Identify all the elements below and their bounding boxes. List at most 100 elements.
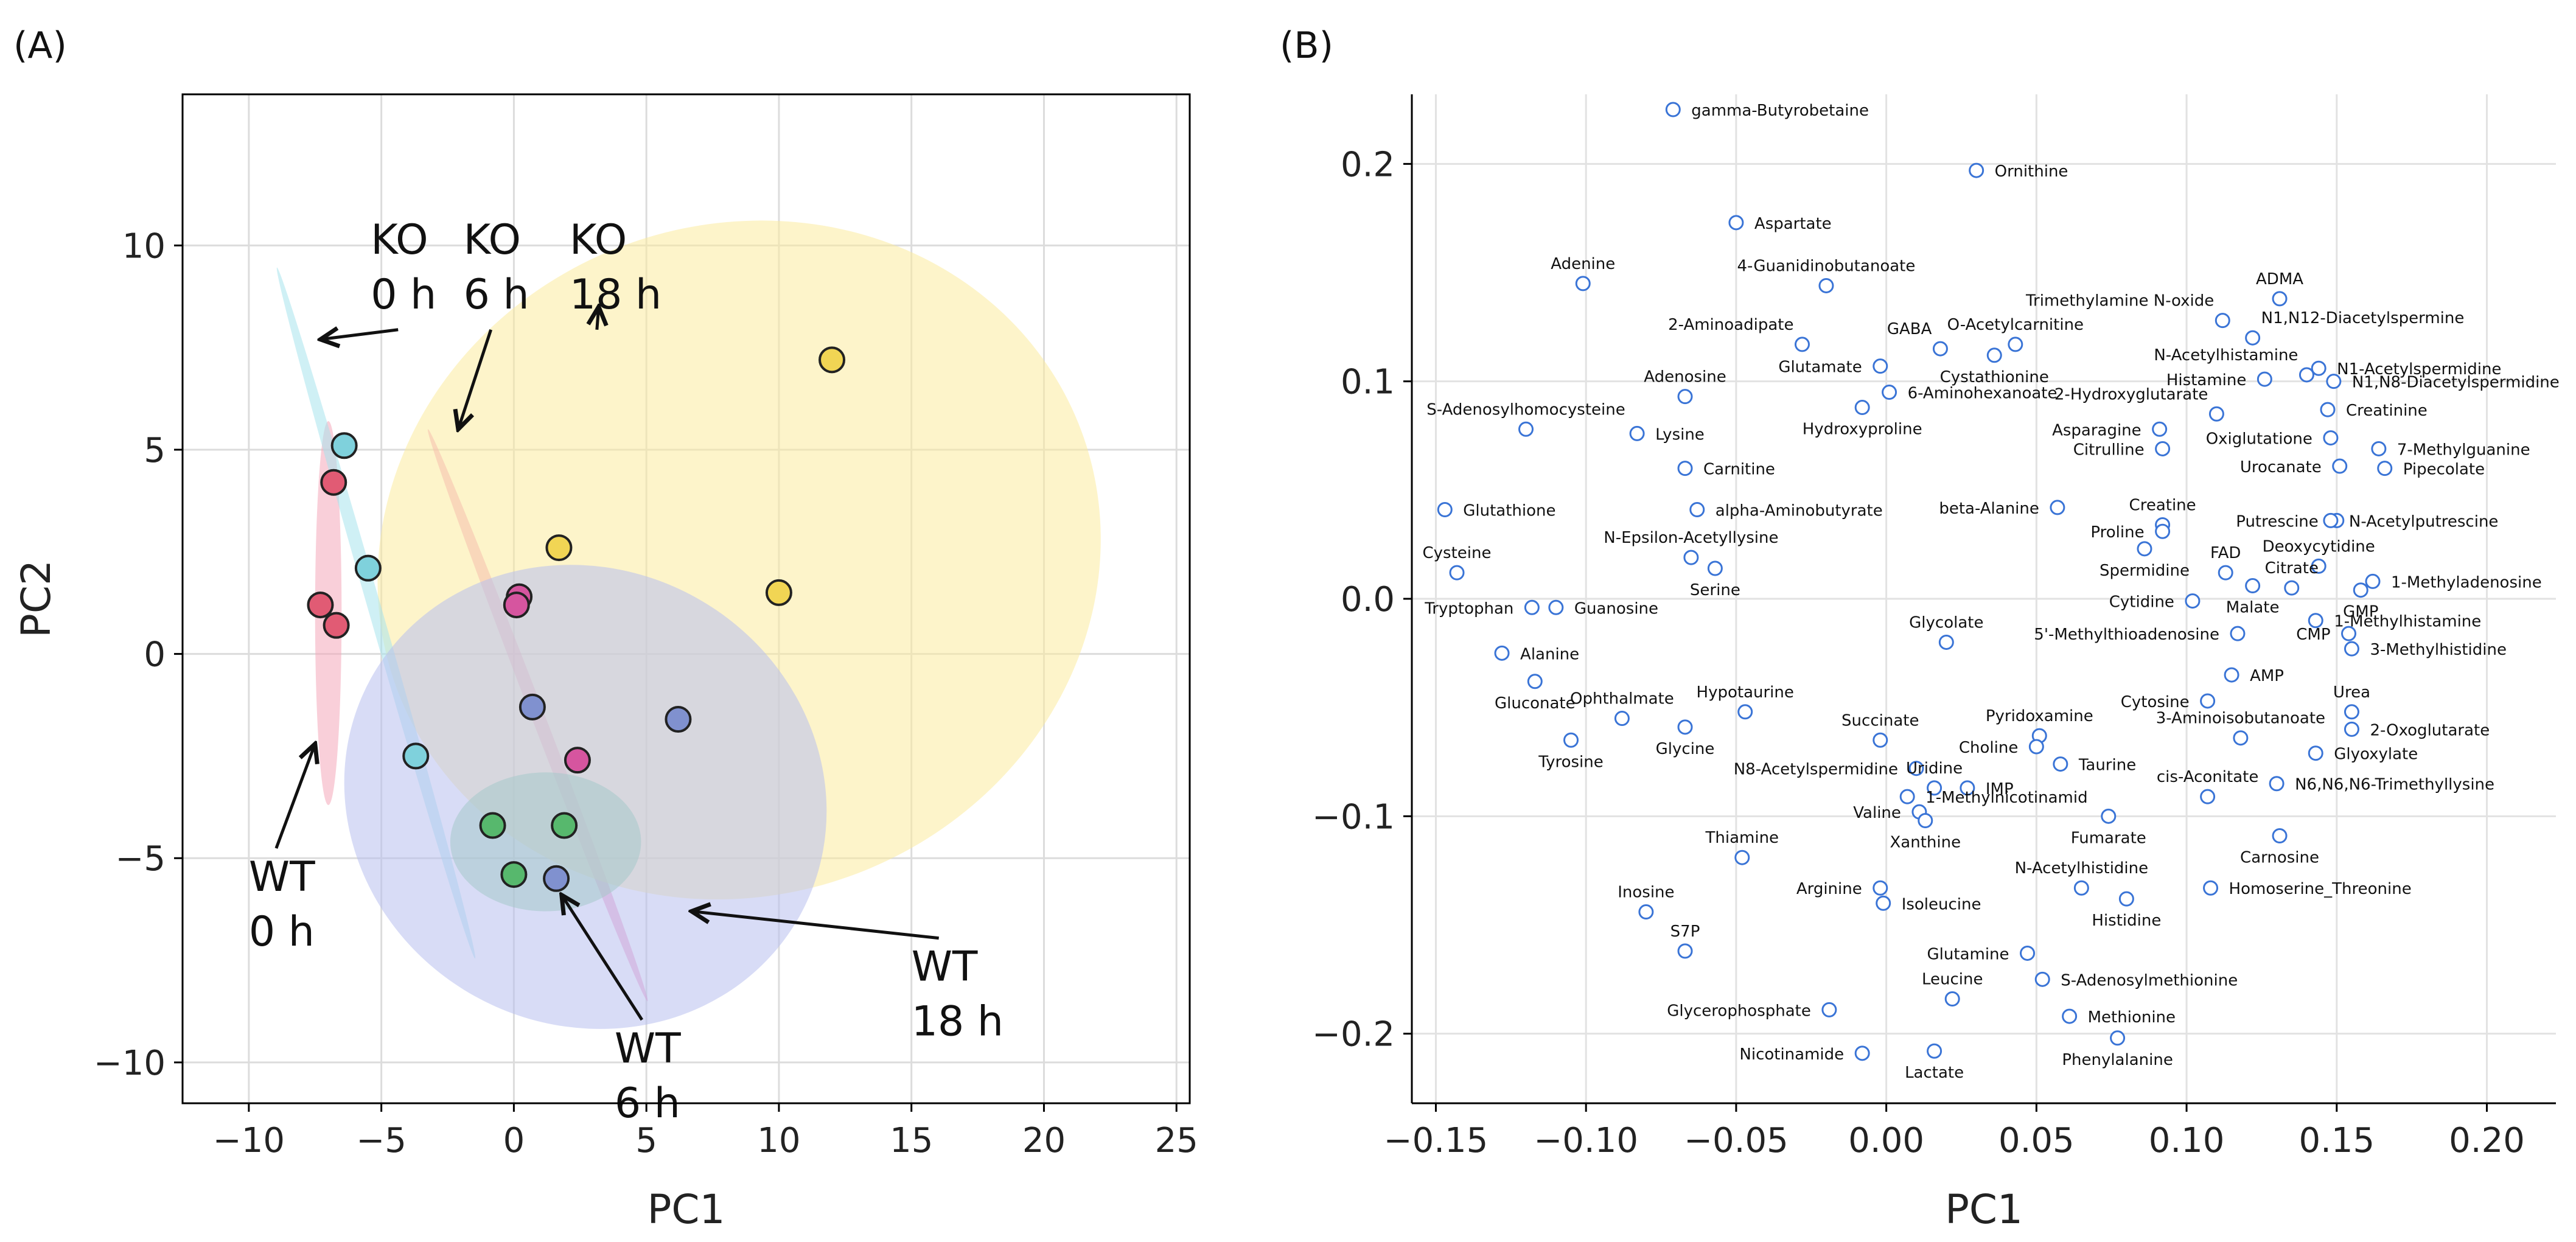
annotation-text: KO xyxy=(464,216,521,264)
loading-point-tyrosine: Tyrosine xyxy=(1538,732,1604,771)
y-tick-label: −0.2 xyxy=(1312,1015,1395,1055)
y-tick-label: 0.0 xyxy=(1341,580,1395,619)
loading-marker xyxy=(1683,549,1699,565)
annotation-arrow xyxy=(597,307,599,330)
loading-point-ornithine: Ornithine xyxy=(1969,162,2068,181)
sample-point-wt-0-h xyxy=(402,742,430,770)
loading-point-adenine: Adenine xyxy=(1551,255,1615,291)
loading-marker xyxy=(2284,580,2300,596)
sample-point-wt-6-h xyxy=(551,812,578,839)
loading-marker xyxy=(2341,626,2357,641)
loading-marker xyxy=(2137,541,2152,557)
loading-marker xyxy=(1918,812,1933,828)
loading-label: GMP xyxy=(2343,603,2378,621)
loading-point-2-oxoglutarate: 2-Oxoglutarate xyxy=(2344,721,2490,739)
panel-b-label: (B) xyxy=(1280,24,1333,67)
loading-label: 2-Aminoadipate xyxy=(1668,316,1793,334)
loading-label: Putrescine xyxy=(2236,512,2319,531)
sample-point-ko-18-h xyxy=(545,534,573,562)
loading-label: Carnosine xyxy=(2240,848,2319,867)
annotation-text: WT xyxy=(249,853,315,901)
loading-point-adenosine: Adenosine xyxy=(1644,368,1726,405)
loading-point-creatinine: Creatinine xyxy=(2320,402,2428,420)
loading-marker xyxy=(2118,891,2134,907)
loading-point-spermidine: Spermidine xyxy=(2100,541,2190,580)
loading-marker xyxy=(2326,374,2342,389)
sample-point-ko-6-h xyxy=(503,591,530,619)
loading-point-aspartate: Aspartate xyxy=(1728,215,1832,233)
loading-label: Urocanate xyxy=(2240,458,2322,476)
loading-label: Serine xyxy=(1690,581,1740,599)
loading-label: beta-Alanine xyxy=(1939,500,2039,518)
loading-label: Cytidine xyxy=(2109,593,2174,612)
x-tick-label: 0.20 xyxy=(2449,1121,2525,1160)
sample-point-wt-6-h xyxy=(479,812,506,839)
loading-label: Arginine xyxy=(1796,880,1862,898)
y-tick-label: 0.2 xyxy=(1341,145,1395,184)
loading-point-glutathione: Glutathione xyxy=(1437,501,1556,520)
loading-marker xyxy=(1629,425,1645,441)
loading-marker xyxy=(1563,732,1579,748)
loading-label: Guanosine xyxy=(1574,599,1658,618)
x-tick-label: −0.05 xyxy=(1684,1121,1789,1160)
loading-marker xyxy=(2208,406,2224,422)
loading-marker xyxy=(1932,341,1948,357)
loading-marker xyxy=(2008,337,2023,352)
sample-point-ko-0-h xyxy=(307,591,334,619)
loading-point-urocanate: Urocanate xyxy=(2240,458,2348,476)
loading-marker xyxy=(2028,739,2044,755)
annotation-text: KO xyxy=(570,216,627,264)
loading-label: Asparagine xyxy=(2052,421,2141,439)
loading-label: Creatine xyxy=(2129,497,2196,515)
x-tick-label: −0.15 xyxy=(1384,1121,1489,1160)
loading-label: alpha-Aminobutyrate xyxy=(1716,501,1883,520)
loading-label: Ophthalmate xyxy=(1570,690,1674,708)
loading-marker xyxy=(1821,1002,1837,1017)
loading-label: Glutamine xyxy=(1927,945,2009,963)
panel-b-grid xyxy=(1412,94,2556,1103)
loading-label: Fumarate xyxy=(2071,829,2146,847)
y-tick-label: 10 xyxy=(122,226,166,266)
loading-marker xyxy=(2311,558,2326,574)
loading-marker xyxy=(1818,277,1834,293)
loading-point-3-methylhistidine: 3-Methylhistidine xyxy=(2344,641,2507,659)
loading-point-beta-alanine: beta-Alanine xyxy=(1939,500,2065,518)
loading-label: 7-Methylguanine xyxy=(2397,441,2530,459)
loading-point-1-methylhistamine: 1-Methylhistamine xyxy=(2308,613,2481,631)
y-tick-label: 0.1 xyxy=(1341,363,1395,402)
loading-point-cis-aconitate: cis-Aconitate xyxy=(2157,768,2258,804)
loading-label: Proline xyxy=(2090,523,2144,542)
loading-point-inosine: Inosine xyxy=(1618,884,1675,920)
annotation-text: KO xyxy=(371,216,428,264)
loading-marker xyxy=(1794,337,1810,352)
loading-point-asparagine: Asparagine xyxy=(2052,421,2168,439)
loading-label: gamma-Butyrobetaine xyxy=(1691,102,1869,120)
loading-point-gmp: GMP xyxy=(2343,582,2378,621)
loading-label: Cysteine xyxy=(1423,544,1492,562)
sample-point-ko-18-h xyxy=(765,579,792,606)
loading-label: Lactate xyxy=(1905,1064,1964,1082)
loading-point-citrate: Citrate xyxy=(2265,559,2319,596)
loading-point-n1-n12-diacetylspermine: N1,N12-Diacetylspermine xyxy=(2245,309,2464,346)
loading-marker xyxy=(2155,441,2171,456)
loading-label: Taurine xyxy=(2078,756,2136,775)
loading-label: AMP xyxy=(2250,667,2284,685)
loading-point-n-acetylhistidine: N-Acetylhistidine xyxy=(2015,859,2148,896)
loading-marker xyxy=(2272,828,2288,843)
loading-point-pipecolate: Pipecolate xyxy=(2377,461,2485,479)
loading-point-7-methylguanine: 7-Methylguanine xyxy=(2371,441,2530,459)
loading-point-glycolate: Glycolate xyxy=(1909,613,1983,650)
panel-b-ticks: −0.15 −0.10 −0.05 0.00 0.05 0.10 0.15 0.20 −0.2 −… xyxy=(1312,145,2525,1160)
loading-point-carnitine: Carnitine xyxy=(1677,461,1775,479)
annotation-text: 0 h xyxy=(371,271,436,319)
loading-label: CMP xyxy=(2296,626,2330,644)
loading-label: 1-Methylhistamine xyxy=(2334,613,2481,631)
loading-point-deoxycytidine: Deoxycytidine xyxy=(2263,537,2375,574)
loading-label: S-Adenosylhomocysteine xyxy=(1426,400,1625,419)
loading-label: Cytosine xyxy=(2121,693,2190,711)
annotation-arrow xyxy=(691,912,939,940)
x-tick-label: −0.10 xyxy=(1534,1121,1638,1160)
loading-point-5-methylthioadenosine: 5'-Methylthioadenosine xyxy=(2034,626,2246,644)
loading-point-lysine: Lysine xyxy=(1629,425,1705,444)
loading-marker xyxy=(2344,721,2359,737)
